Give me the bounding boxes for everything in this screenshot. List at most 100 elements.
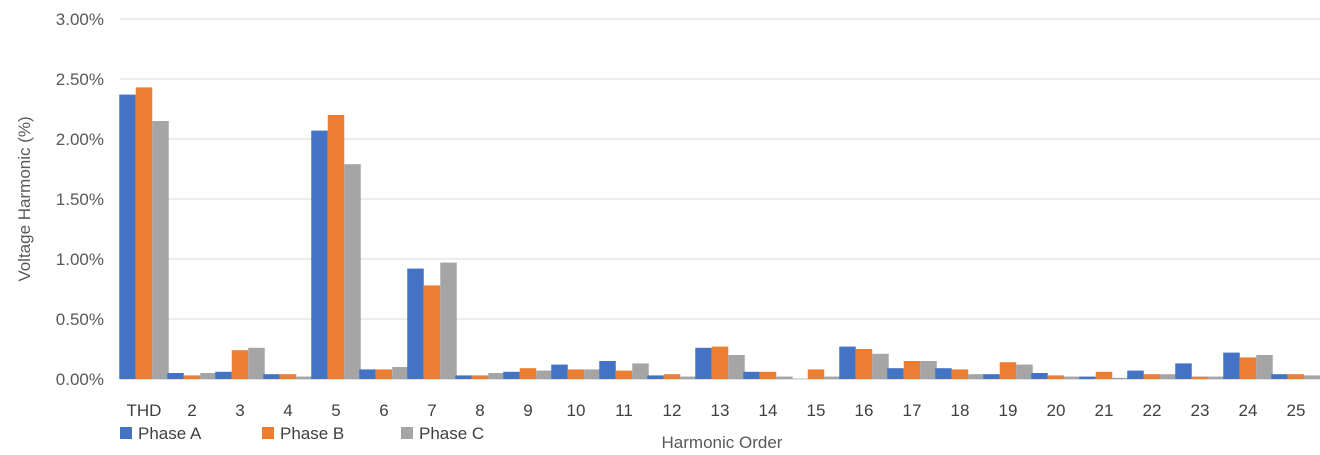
x-tick-label: 14 [759, 401, 778, 420]
bar-phase-a [1271, 374, 1288, 379]
bar-phase-b [471, 375, 489, 379]
bar-phase-a [1175, 363, 1192, 379]
legend-label: Phase C [419, 424, 484, 443]
x-tick-label: 11 [615, 401, 633, 420]
bar-phase-b [567, 369, 585, 379]
x-tick-label: 22 [1143, 401, 1162, 420]
x-tick-label: 6 [379, 401, 388, 420]
bar-phase-c [440, 262, 457, 379]
bar-phase-c [920, 361, 937, 379]
x-axis-title: Harmonic Order [662, 433, 783, 452]
bar-phase-b [1239, 357, 1257, 379]
bar-phase-c [968, 374, 985, 379]
x-tick-label: 5 [331, 401, 340, 420]
bar-phase-b [759, 371, 777, 379]
x-axis-ticks: THD 2 3 4 5 6 7 8 9 10 11 12 13 14 15 16 17 18 19 20 21 22 23 2… [127, 401, 1306, 420]
bar-phase-a [647, 375, 664, 379]
bar-phase-c [1112, 377, 1129, 379]
x-tick-label: 15 [807, 401, 826, 420]
bar-phase-c [1256, 355, 1273, 379]
bar-phase-a [263, 374, 280, 379]
bar-phase-b [855, 349, 873, 379]
bar-phase-c [488, 373, 505, 379]
bar-phase-b [1047, 375, 1065, 379]
y-tick-label: 3.00% [56, 10, 104, 29]
bar-phase-b [807, 369, 825, 379]
bar-phase-a [1127, 370, 1144, 379]
bar-phase-b [135, 87, 153, 380]
x-tick-label: 18 [951, 401, 970, 420]
y-tick-label: 0.50% [56, 310, 104, 329]
bar-phase-a [743, 371, 760, 379]
bar-phase-a [1079, 376, 1096, 379]
bar-phase-b [951, 369, 969, 379]
bar-phase-a [215, 371, 232, 379]
legend-label: Phase B [280, 424, 344, 443]
legend-swatch [120, 427, 132, 439]
x-tick-label: 17 [903, 401, 922, 420]
x-tick-label: 2 [187, 401, 196, 420]
bar-phase-c [1064, 376, 1081, 379]
bars [119, 87, 1320, 380]
bar-phase-a [119, 94, 136, 379]
y-tick-label: 1.00% [56, 250, 104, 269]
y-tick-label: 1.50% [56, 190, 104, 209]
y-tick-label: 2.00% [56, 130, 104, 149]
bar-phase-c [1160, 374, 1177, 379]
x-tick-label: 25 [1287, 401, 1306, 420]
legend-label: Phase A [138, 424, 202, 443]
legend-swatch [262, 427, 274, 439]
bar-phase-b [1143, 374, 1161, 379]
bar-phase-a [551, 364, 568, 379]
bar-phase-c [872, 353, 889, 379]
bar-phase-b [903, 361, 921, 379]
legend: Phase A Phase B Phase C [120, 424, 484, 443]
bar-phase-b [1287, 374, 1305, 379]
x-tick-label: 9 [523, 401, 532, 420]
x-tick-label: 21 [1095, 401, 1114, 420]
bar-phase-b [183, 375, 201, 379]
bar-phase-c [824, 376, 841, 379]
y-axis-ticks: 0.00% 0.50% 1.00% 1.50% 2.00% 2.50% 3.00% [56, 10, 104, 389]
x-tick-label: 7 [427, 401, 436, 420]
bar-phase-c [152, 121, 169, 379]
bar-phase-b [1191, 376, 1209, 379]
bar-phase-a [167, 373, 184, 379]
x-tick-label: 13 [711, 401, 730, 420]
bar-phase-a [887, 368, 904, 379]
bar-phase-b [375, 369, 393, 379]
bar-phase-c [344, 164, 361, 379]
y-tick-label: 0.00% [56, 370, 104, 389]
bar-phase-c [392, 367, 409, 379]
bar-phase-a [311, 130, 328, 379]
bar-phase-b [615, 370, 633, 379]
x-tick-label: 8 [475, 401, 484, 420]
bar-phase-c [728, 355, 745, 379]
bar-phase-a [839, 346, 856, 379]
x-tick-label: 16 [855, 401, 874, 420]
bar-phase-a [503, 371, 520, 379]
bar-phase-a [359, 369, 376, 379]
bar-phase-a [455, 375, 472, 379]
bar-phase-c [1208, 376, 1225, 379]
bar-phase-a [1031, 373, 1048, 379]
x-tick-label: THD [127, 401, 162, 420]
x-tick-label: 3 [235, 401, 244, 420]
y-axis-title: Voltage Harmonic (%) [15, 116, 34, 281]
bar-phase-c [248, 347, 265, 379]
bar-phase-c [1016, 364, 1033, 379]
bar-phase-a [1223, 352, 1240, 379]
bar-phase-b [519, 368, 537, 379]
bar-phase-c [536, 370, 553, 379]
bar-phase-c [776, 376, 793, 379]
bar-phase-a [935, 368, 952, 379]
legend-swatch [401, 427, 413, 439]
y-tick-label: 2.50% [56, 70, 104, 89]
bar-phase-b [663, 374, 681, 379]
bar-phase-b [231, 350, 249, 379]
x-tick-label: 24 [1239, 401, 1258, 420]
x-tick-label: 20 [1047, 401, 1066, 420]
x-tick-label: 12 [663, 401, 682, 420]
bar-phase-c [680, 376, 697, 379]
